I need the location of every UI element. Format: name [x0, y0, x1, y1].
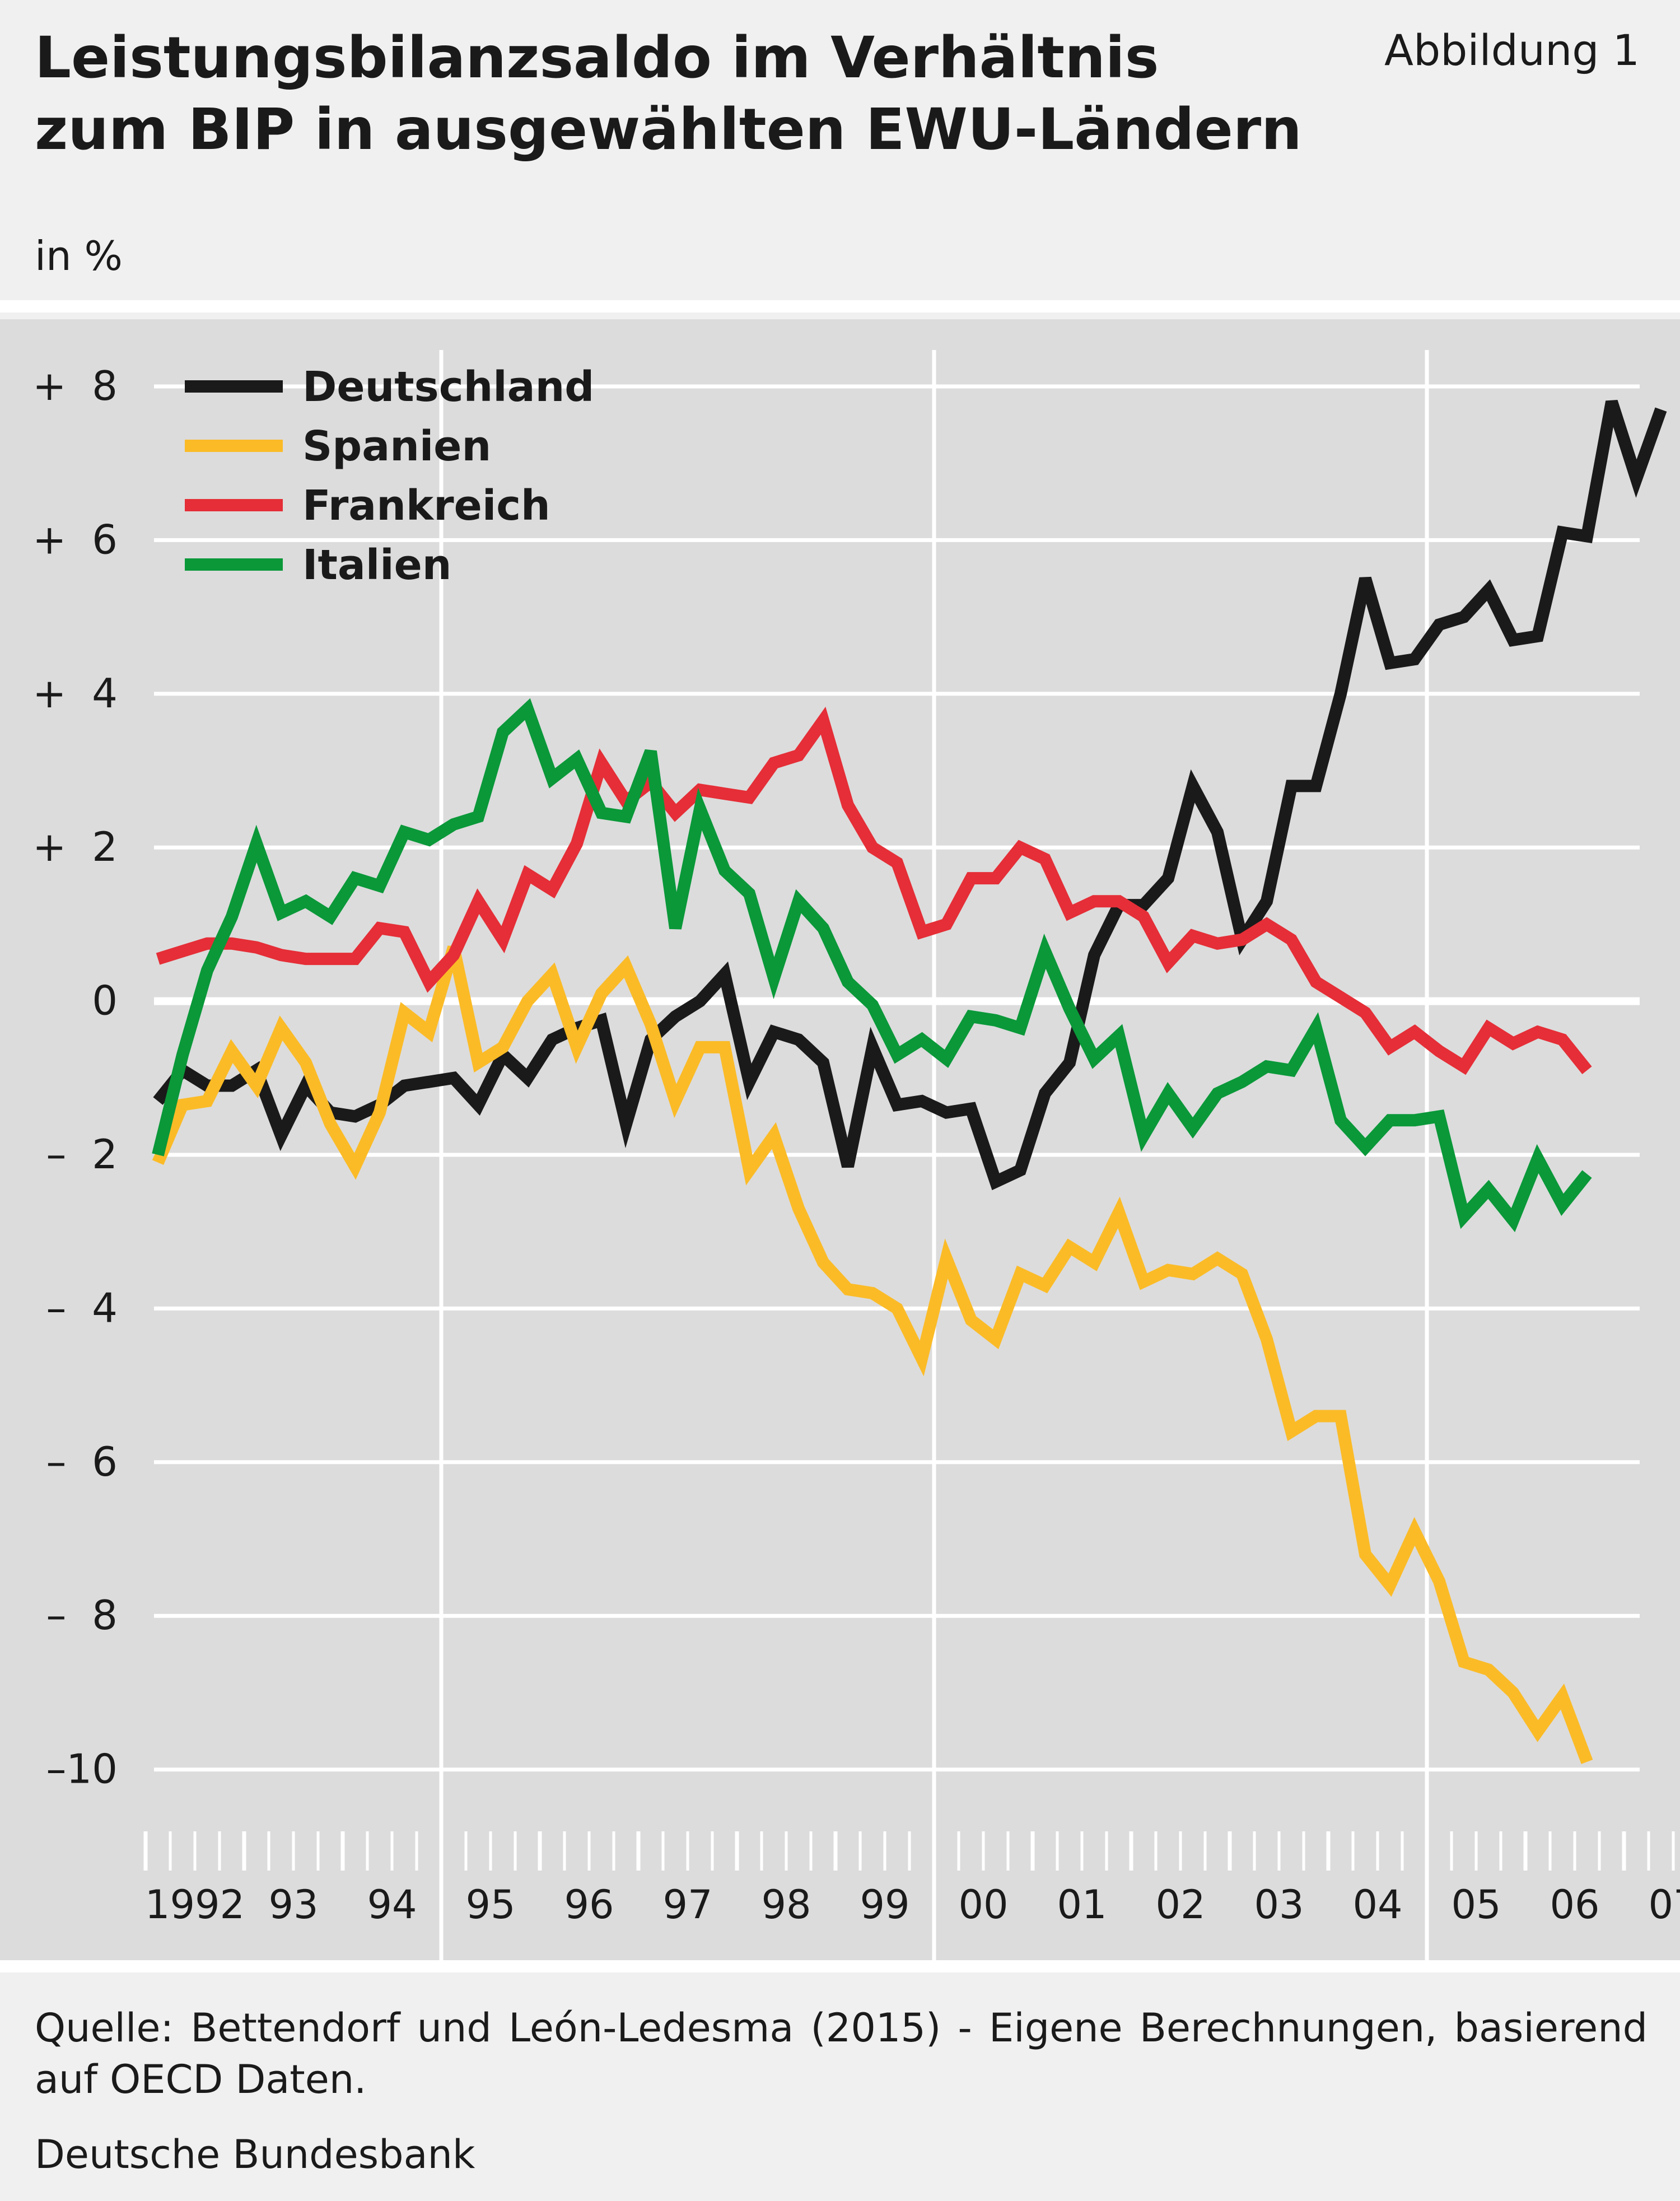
- y-tick-label: – 6: [46, 1438, 118, 1485]
- bottom-separator: [0, 1960, 1680, 1972]
- x-tick-label: 95: [465, 1882, 515, 1928]
- x-tick-label: 01: [1057, 1882, 1107, 1928]
- y-tick-label: 0: [92, 977, 118, 1024]
- legend-label: Deutschland: [302, 363, 594, 411]
- x-tick-label: 03: [1254, 1882, 1304, 1928]
- x-tick-label: 04: [1352, 1882, 1402, 1928]
- footer: Quelle: Bettendorf und León-Ledesma (201…: [35, 2002, 1648, 2180]
- legend-label: Italien: [302, 541, 451, 589]
- chart-title-line-1: Leistungsbilanzsaldo im Verhältnis: [35, 25, 1159, 91]
- x-tick-label: 99: [860, 1882, 909, 1928]
- chart-title: Leistungsbilanzsaldo im Verhältnis zum B…: [35, 22, 1351, 166]
- x-tick-label: 00: [958, 1882, 1008, 1928]
- y-tick-label: + 4: [32, 670, 118, 717]
- y-tick-label: + 6: [32, 516, 118, 563]
- y-tick-label: –10: [46, 1746, 118, 1793]
- series-lines: [152, 400, 1667, 1764]
- x-tick-label: 1992: [145, 1882, 245, 1928]
- x-tick-label: 05: [1451, 1882, 1501, 1928]
- x-tick-label: 02: [1155, 1882, 1205, 1928]
- legend-label: Frankreich: [302, 482, 550, 530]
- x-tick-label: 98: [761, 1882, 811, 1928]
- chart-title-line-2: zum BIP in ausgewählten EWU-Ländern: [35, 96, 1302, 163]
- y-tick-label: – 4: [46, 1284, 118, 1331]
- series-line-italien: [152, 698, 1592, 1233]
- unit-label: in %: [35, 232, 123, 279]
- y-tick-label: + 2: [32, 823, 118, 870]
- y-tick-label: + 8: [32, 362, 118, 409]
- y-tick-label: – 8: [46, 1592, 118, 1639]
- x-tick-label: 93: [268, 1882, 318, 1928]
- y-tick-label: – 2: [46, 1131, 118, 1178]
- legend-label: Spanien: [302, 422, 491, 470]
- x-axis: 1992 93 94 95 96 97 98 99 00 01 02 03 04 05 06 07: [143, 1831, 1680, 1928]
- series-line-spanien: [152, 945, 1593, 1764]
- x-tick-label: 96: [564, 1882, 614, 1928]
- x-tick-label: 94: [367, 1882, 417, 1928]
- x-tick-label: 06: [1550, 1882, 1599, 1928]
- source-note: Quelle: Bettendorf und León-Ledesma (201…: [35, 2005, 1648, 2102]
- grid-lines: [154, 350, 1640, 1960]
- x-tick-label: 07: [1648, 1882, 1680, 1928]
- legend: Deutschland Spanien Frankreich Italien: [185, 363, 594, 589]
- x-tick-label: 97: [662, 1882, 712, 1928]
- line-chart: + 8 + 6 + 4 + 2 0 – 2 – 4 – 6 – 8 –10 1992 93 94 95 9…: [32, 350, 1680, 1960]
- series-line-frankreich: [156, 706, 1592, 1075]
- figure-label: Abbildung 1: [1384, 25, 1640, 75]
- series-line-deutschland: [153, 400, 1667, 1191]
- y-axis: + 8 + 6 + 4 + 2 0 – 2 – 4 – 6 – 8 –10: [32, 362, 118, 1793]
- publisher-name: Deutsche Bundesbank: [35, 2132, 475, 2177]
- top-separator: [0, 300, 1680, 313]
